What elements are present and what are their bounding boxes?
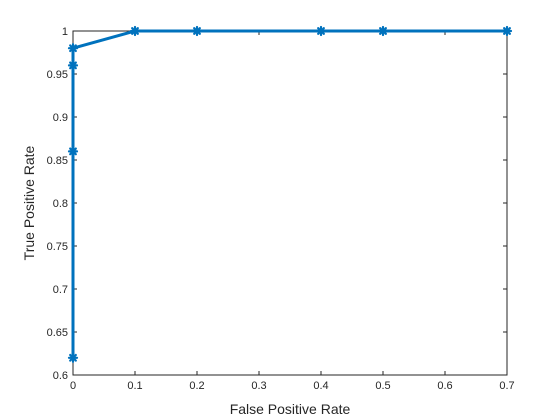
x-tick-label: 0.5 — [375, 380, 390, 392]
data-point-marker — [129, 25, 141, 37]
y-axis-ticks: 0.6 0.65 0.7 0.75 0.8 0.85 0.9 0.95 1 — [47, 26, 507, 382]
x-axis-ticks: 0 0.1 0.2 0.3 0.4 0.5 0.6 0.7 — [70, 31, 515, 392]
data-point-marker — [191, 25, 203, 37]
y-tick-label: 0.8 — [53, 198, 68, 210]
y-tick-label: 0.9 — [53, 112, 68, 124]
plot-area-box — [72, 30, 508, 376]
series-layer — [67, 25, 513, 363]
x-tick-label: 0.7 — [499, 380, 514, 392]
x-tick-label: 0.2 — [189, 380, 204, 392]
x-axis-label: False Positive Rate — [230, 401, 351, 417]
data-point-marker — [67, 43, 79, 54]
y-tick-label: 1 — [62, 26, 68, 38]
y-tick-label: 0.6 — [53, 370, 68, 382]
series-line — [71, 29, 509, 360]
data-point-marker — [377, 25, 389, 37]
x-tick-label: 0 — [70, 380, 76, 392]
data-point-marker — [315, 25, 327, 37]
y-tick-label: 0.85 — [47, 155, 68, 167]
x-tick-label: 0.1 — [127, 380, 142, 392]
y-tick-label: 0.75 — [47, 241, 68, 253]
data-point-marker — [67, 60, 79, 71]
data-point-marker — [501, 25, 513, 37]
y-tick-label: 0.65 — [47, 327, 68, 339]
data-point-marker — [67, 146, 79, 157]
y-axis-label: True Positive Rate — [21, 145, 37, 260]
x-tick-label: 0.3 — [251, 380, 266, 392]
y-tick-label: 0.95 — [47, 69, 68, 81]
x-tick-label: 0.6 — [437, 380, 452, 392]
data-point-marker — [67, 352, 79, 363]
y-tick-label: 0.7 — [53, 284, 68, 296]
x-tick-label: 0.4 — [313, 380, 328, 392]
